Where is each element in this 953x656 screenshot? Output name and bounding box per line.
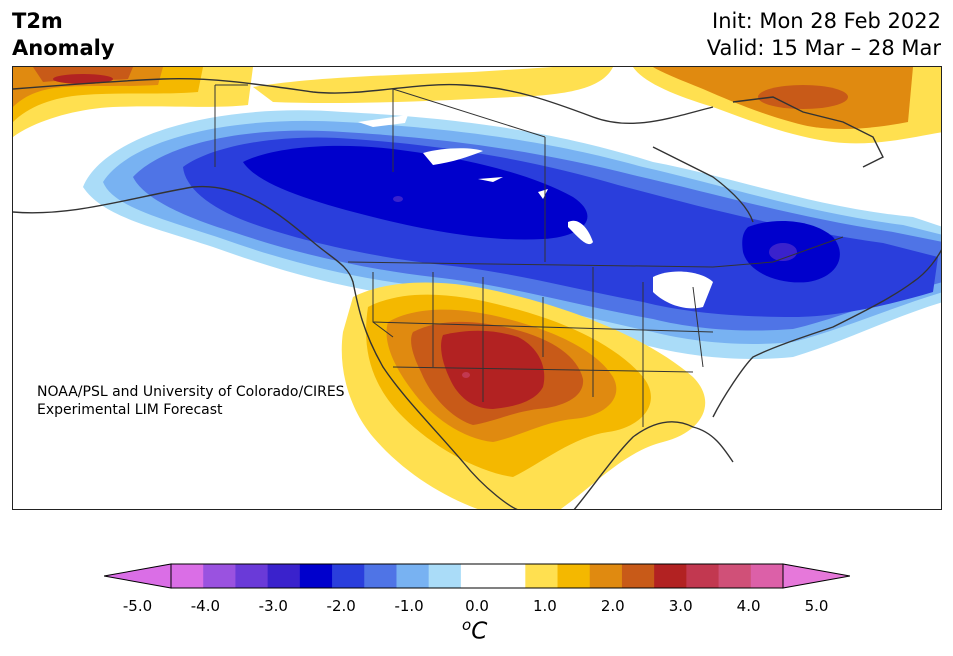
forecast-dates: Init: Mon 28 Feb 2022 Valid: 15 Mar – 28… — [707, 8, 941, 62]
colorbar-bin — [428, 564, 462, 588]
colorbar-tick-label: 4.0 — [736, 597, 761, 615]
title-line-2: Anomaly — [12, 36, 115, 60]
init-date: Init: Mon 28 Feb 2022 — [712, 9, 941, 33]
coastlines — [13, 78, 941, 509]
colorbar-bins — [171, 564, 784, 588]
valid-date: Valid: 15 Mar – 28 Mar — [706, 36, 941, 60]
colorbar-tick-label: -4.0 — [190, 597, 221, 615]
credit-line-1: NOAA/PSL and University of Colorado/CIRE… — [37, 384, 345, 400]
colorbar-bin — [299, 564, 333, 588]
colorbar-bin — [750, 564, 784, 588]
colorbar-bin — [493, 564, 526, 588]
cold-anomaly-field — [83, 110, 941, 359]
colorbar-tick-label: 1.0 — [532, 597, 557, 615]
colorbar-bin — [557, 564, 591, 588]
colorbar-bin — [396, 564, 430, 588]
colorbar-bin — [654, 564, 687, 588]
credit-text: NOAA/PSL and University of Colorado/CIRE… — [37, 383, 345, 419]
credit-line-2: Experimental LIM Forecast — [37, 402, 223, 418]
colorbar-bin — [364, 564, 397, 588]
great-lakes — [358, 115, 713, 309]
colorbar-outline — [170, 563, 784, 589]
colorbar-tick-label: -3.0 — [258, 597, 288, 615]
colorbar-extend-high — [782, 563, 850, 589]
colorbar-tick-label: 5.0 — [804, 597, 829, 615]
colorbar-bin — [686, 564, 720, 588]
colorbar-bin — [525, 564, 559, 588]
colorbar-tick-label: -2.0 — [326, 597, 356, 615]
colorbar-bin — [332, 564, 365, 588]
colorbar-tick-label: -1.0 — [394, 597, 424, 615]
colorbar-tick-label: -5.0 — [122, 597, 153, 615]
colorbar-bin — [718, 564, 752, 588]
colorbar-bin — [267, 564, 301, 588]
colorbar-tick-label: 3.0 — [668, 597, 693, 615]
unit-letter: C — [471, 618, 488, 645]
colorbar-unit: oC — [462, 616, 487, 645]
colorbar-tick-label: 0.0 — [465, 597, 489, 615]
warm-anomaly-north — [13, 67, 941, 144]
anomaly-map — [12, 66, 942, 510]
colorbar-tick-label: 2.0 — [600, 597, 625, 615]
colorbar-bin — [460, 564, 494, 588]
colorbar-bin — [589, 564, 623, 588]
political-borders — [214, 84, 844, 427]
map-canvas — [13, 67, 941, 509]
map-title: T2m Anomaly — [12, 8, 115, 62]
colorbar-bin — [171, 564, 204, 588]
title-line-1: T2m — [12, 9, 63, 33]
colorbar-bin — [235, 564, 269, 588]
colorbar — [104, 563, 850, 589]
colorbar-bin — [203, 564, 236, 588]
colorbar-extend-low — [104, 563, 172, 589]
colorbar-bin — [621, 564, 655, 588]
unit-degree: o — [462, 616, 472, 634]
